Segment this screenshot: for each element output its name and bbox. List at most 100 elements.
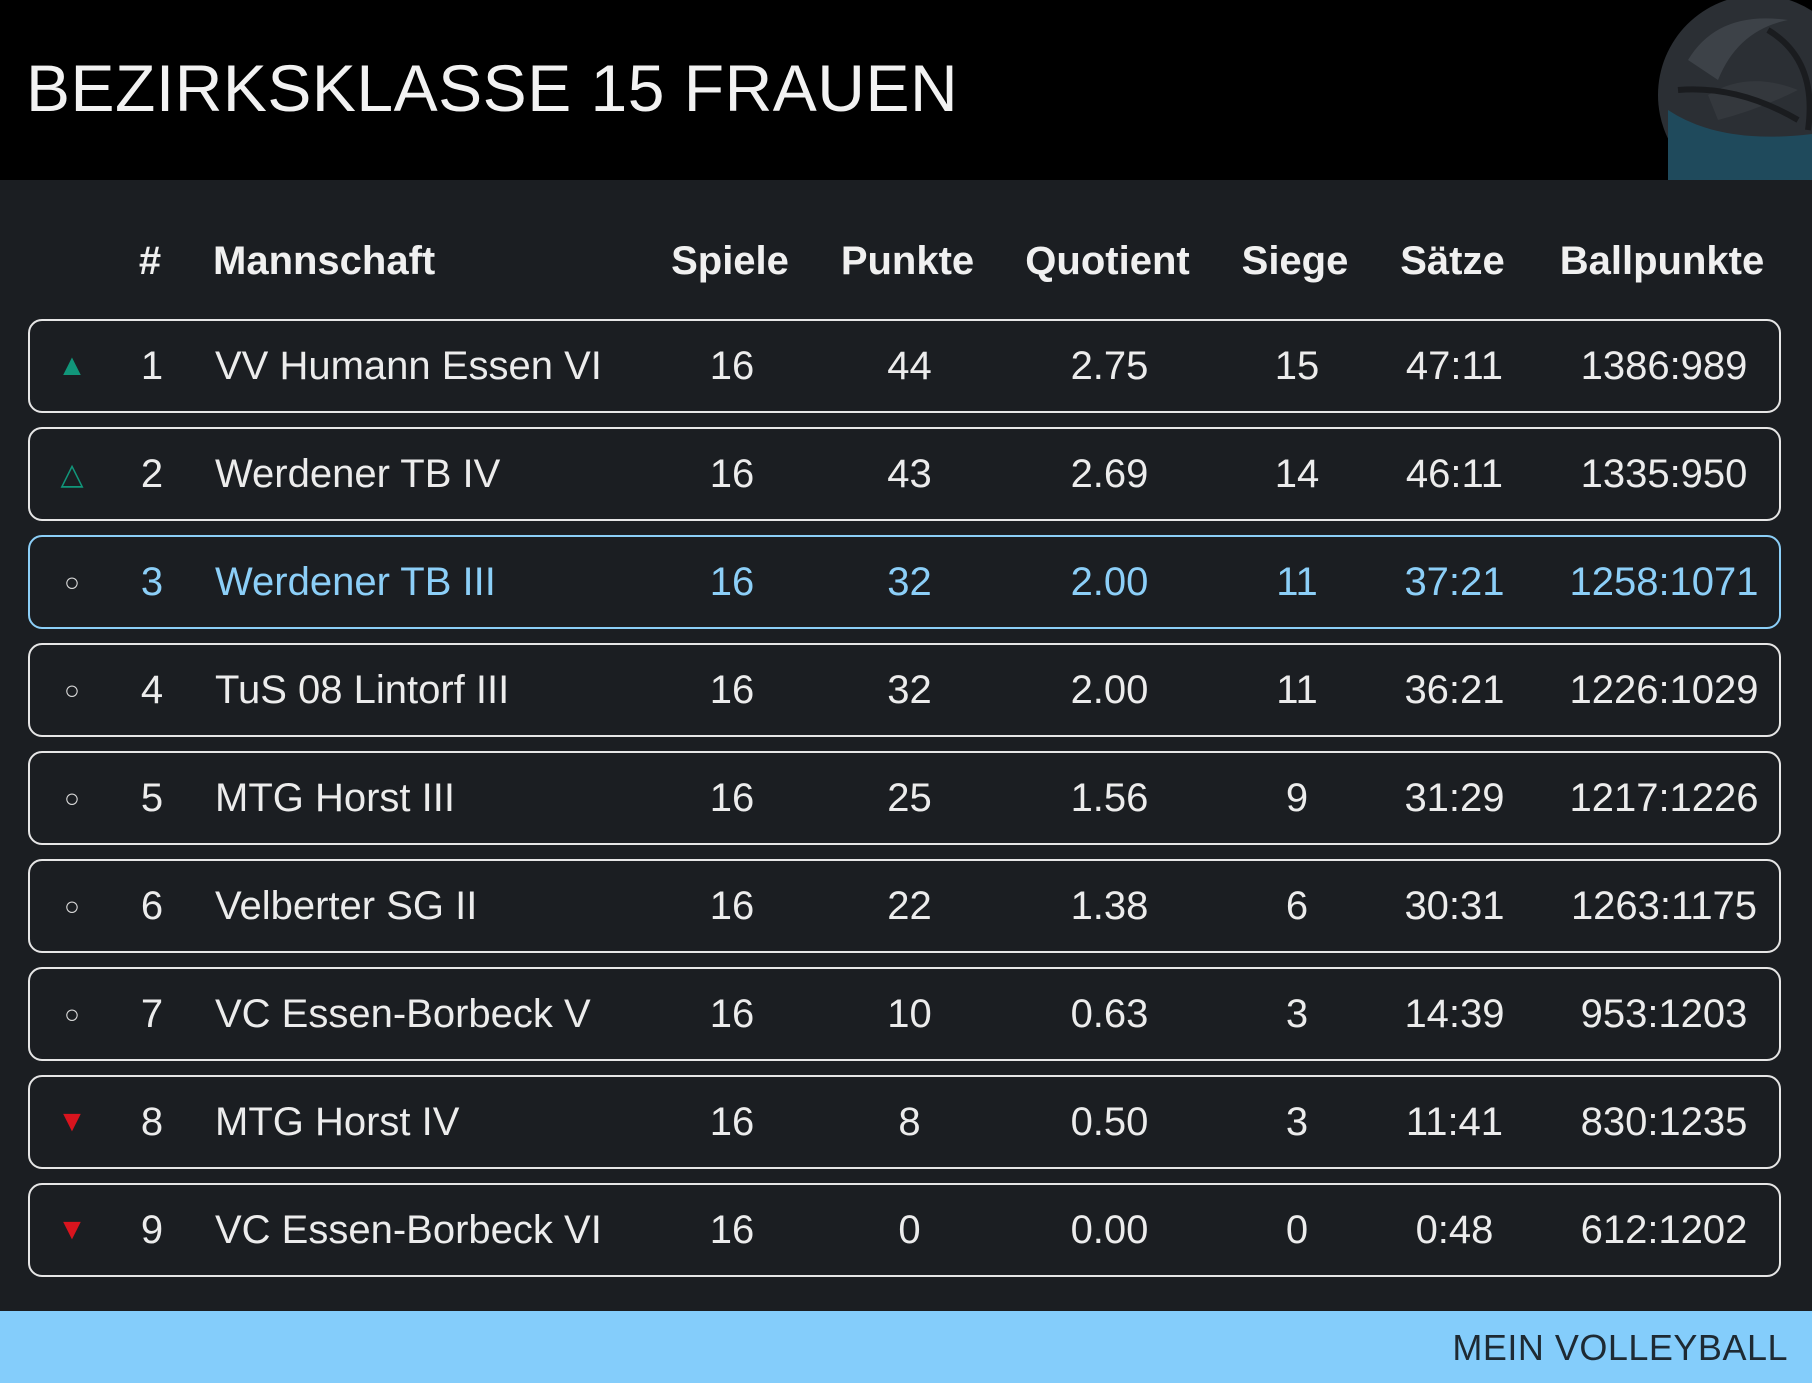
quotient-cell: 2.00 — [1070, 667, 1149, 712]
quotient-cell: 2.00 — [1070, 559, 1149, 604]
column-header-games[interactable]: Spiele — [671, 238, 789, 283]
team-name: TuS 08 Lintorf III — [215, 667, 510, 712]
neutral-icon: ○ — [64, 782, 80, 813]
column-header-team[interactable]: Mannschaft — [213, 238, 436, 283]
team-name: MTG Horst IV — [215, 1099, 460, 1144]
games-cell: 16 — [709, 1207, 755, 1252]
games-cell: 16 — [709, 1099, 755, 1144]
rank-cell: 9 — [140, 1207, 164, 1252]
points-cell: 43 — [887, 451, 932, 496]
neutral-icon: ○ — [64, 890, 80, 921]
sets-cell: 36:21 — [1404, 667, 1505, 712]
quotient-cell: 1.56 — [1070, 775, 1149, 820]
games-cell: 16 — [709, 991, 755, 1036]
rank-cell: 8 — [140, 1099, 164, 1144]
wins-cell: 15 — [1274, 343, 1320, 388]
ballpoints-cell: 1335:950 — [1580, 451, 1748, 496]
column-header-rank[interactable]: # — [138, 238, 162, 283]
neutral-icon: ○ — [64, 674, 80, 705]
rank-cell: 3 — [140, 559, 164, 604]
ballpoints-cell: 953:1203 — [1580, 991, 1748, 1036]
team-name: Werdener TB IV — [215, 451, 501, 496]
rank-cell: 4 — [140, 667, 164, 712]
games-cell: 16 — [709, 883, 755, 928]
quotient-cell: 0.50 — [1070, 1099, 1149, 1144]
quotient-cell: 2.75 — [1070, 343, 1149, 388]
table-row[interactable]: ▼ 9 VC Essen-Borbeck VI 16 0 0.00 0 0:48 612:120… — [28, 1183, 1781, 1277]
sets-cell: 31:29 — [1404, 775, 1505, 820]
trend-indicator-icon: △ — [42, 429, 102, 519]
ballpoints-cell: 830:1235 — [1580, 1099, 1748, 1144]
wins-cell: 3 — [1285, 991, 1309, 1036]
column-header-points[interactable]: Punkte — [840, 238, 975, 283]
rank-cell: 2 — [140, 451, 164, 496]
ballpoints-cell: 1217:1226 — [1569, 775, 1759, 820]
games-cell: 16 — [709, 559, 755, 604]
sets-cell: 47:11 — [1405, 343, 1504, 388]
down-icon: ▼ — [57, 1213, 87, 1246]
wins-cell: 14 — [1274, 451, 1320, 496]
points-cell: 25 — [887, 775, 932, 820]
footer-bar: MEIN VOLLEYBALL — [0, 1311, 1812, 1383]
games-cell: 16 — [709, 775, 755, 820]
ballpoints-cell: 1226:1029 — [1569, 667, 1759, 712]
header-bar: BEZIRKSKLASSE 15 FRAUEN — [0, 0, 1812, 180]
wins-cell: 0 — [1285, 1207, 1309, 1252]
quotient-cell: 2.69 — [1070, 451, 1149, 496]
quotient-cell: 0.63 — [1070, 991, 1149, 1036]
down-icon: ▼ — [57, 1105, 87, 1138]
sets-cell: 46:11 — [1405, 451, 1504, 496]
table-row[interactable]: ○ 3 Werdener TB III 16 32 2.00 11 37:21 1258:107… — [28, 535, 1781, 629]
page-title: BEZIRKSKLASSE 15 FRAUEN — [26, 51, 959, 125]
ballpoints-cell: 1386:989 — [1580, 343, 1748, 388]
team-name: MTG Horst III — [215, 775, 455, 820]
team-name: Werdener TB III — [215, 559, 496, 604]
table-row[interactable]: ▲ 1 VV Humann Essen VI 16 44 2.75 15 47:11 1386:… — [28, 319, 1781, 413]
column-header-wins[interactable]: Siege — [1241, 238, 1349, 283]
games-cell: 16 — [709, 451, 755, 496]
ballpoints-cell: 612:1202 — [1580, 1207, 1748, 1252]
points-cell: 32 — [887, 559, 932, 604]
points-cell: 10 — [887, 991, 932, 1036]
column-header-quotient[interactable]: Quotient — [1025, 238, 1190, 283]
ballpoints-cell: 1263:1175 — [1570, 883, 1758, 928]
trend-indicator-icon: ○ — [42, 537, 102, 627]
team-name: VC Essen-Borbeck V — [215, 991, 591, 1036]
volleyball-icon — [1658, 0, 1812, 180]
sets-cell: 37:21 — [1404, 559, 1505, 604]
points-cell: 0 — [898, 1207, 921, 1252]
wins-cell: 11 — [1276, 559, 1318, 604]
sets-cell: 0:48 — [1415, 1207, 1494, 1252]
table-row[interactable]: △ 2 Werdener TB IV 16 43 2.69 14 46:11 1335:950 — [28, 427, 1781, 521]
trend-indicator-icon: ○ — [42, 861, 102, 951]
sets-cell: 30:31 — [1404, 883, 1505, 928]
trend-indicator-icon: ▼ — [42, 1077, 102, 1167]
rank-cell: 1 — [140, 343, 164, 388]
trend-indicator-icon: ○ — [42, 753, 102, 843]
table-row[interactable]: ▼ 8 MTG Horst IV 16 8 0.50 3 11:41 830:1235 — [28, 1075, 1781, 1169]
up-weak-icon: △ — [60, 457, 84, 491]
table-row[interactable]: ○ 6 Velberter SG II 16 22 1.38 6 30:31 1263:1175 — [28, 859, 1781, 953]
column-header-ballpoints[interactable]: Ballpunkte — [1559, 238, 1765, 283]
team-name: VC Essen-Borbeck VI — [215, 1207, 602, 1252]
table-row[interactable]: ○ 7 VC Essen-Borbeck V 16 10 0.63 3 14:39 953:12… — [28, 967, 1781, 1061]
quotient-cell: 0.00 — [1070, 1207, 1149, 1252]
wins-cell: 3 — [1285, 1099, 1309, 1144]
sets-cell: 14:39 — [1404, 991, 1505, 1036]
trend-indicator-icon: ○ — [42, 645, 102, 735]
points-cell: 32 — [887, 667, 932, 712]
team-name: VV Humann Essen VI — [215, 343, 602, 388]
brand-label[interactable]: MEIN VOLLEYBALL — [1452, 1327, 1788, 1368]
games-cell: 16 — [709, 343, 755, 388]
column-header-sets[interactable]: Sätze — [1400, 238, 1505, 283]
table-row[interactable]: ○ 4 TuS 08 Lintorf III 16 32 2.00 11 36:21 1226:… — [28, 643, 1781, 737]
table-row[interactable]: ○ 5 MTG Horst III 16 25 1.56 9 31:29 1217:1226 — [28, 751, 1781, 845]
team-name: Velberter SG II — [215, 883, 478, 928]
wins-cell: 11 — [1276, 667, 1318, 712]
points-cell: 44 — [887, 343, 932, 388]
wins-cell: 6 — [1285, 883, 1309, 928]
sets-cell: 11:41 — [1405, 1099, 1504, 1144]
neutral-icon: ○ — [64, 998, 80, 1029]
trend-indicator-icon: ▲ — [42, 321, 102, 411]
up-strong-icon: ▲ — [57, 349, 87, 382]
